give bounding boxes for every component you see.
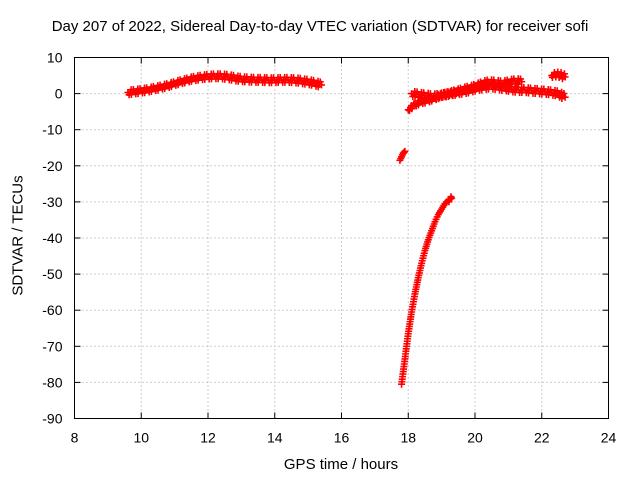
data-points — [124, 68, 569, 388]
chart-title: Day 207 of 2022, Sidereal Day-to-day VTE… — [51, 18, 589, 35]
data-point — [401, 147, 409, 155]
y-axis-label: SDTVAR / TECUs — [9, 175, 27, 296]
data-point — [448, 194, 456, 202]
x-tick-label: 24 — [601, 430, 617, 446]
y-tick-label: 10 — [47, 50, 63, 66]
y-tick-label: -80 — [42, 374, 62, 390]
x-axis-label: GPS time / hours — [283, 456, 399, 473]
x-tick-label: 10 — [133, 430, 149, 446]
x-tick-label: 8 — [71, 430, 79, 446]
data-point — [167, 83, 175, 91]
x-tick-label: 12 — [200, 430, 216, 446]
y-tick-label: -90 — [42, 411, 62, 427]
data-point — [400, 148, 408, 156]
axis-ticks: 8 10 12 14 16 18 20 22 24 10 0 -10 -20 -30 -40 -50 -60 -7… — [42, 50, 616, 446]
data-point — [434, 95, 442, 103]
y-tick-label: -60 — [42, 302, 62, 318]
data-point — [558, 95, 566, 103]
data-point — [474, 83, 482, 91]
data-point — [518, 78, 526, 86]
y-tick-label: -20 — [42, 158, 62, 174]
data-point — [317, 81, 325, 89]
x-tick-label: 20 — [467, 430, 483, 446]
data-point — [561, 73, 569, 81]
data-point — [414, 101, 422, 109]
y-tick-label: -70 — [42, 338, 62, 354]
x-tick-label: 14 — [267, 430, 283, 446]
data-point — [560, 90, 568, 98]
x-tick-label: 16 — [334, 430, 350, 446]
y-tick-label: -30 — [42, 194, 62, 210]
y-tick-label: -10 — [42, 122, 62, 138]
y-tick-label: -40 — [42, 230, 62, 246]
y-tick-label: -50 — [42, 266, 62, 282]
data-point — [428, 97, 436, 105]
x-tick-label: 22 — [534, 430, 550, 446]
x-tick-label: 18 — [400, 430, 416, 446]
data-point — [561, 93, 569, 101]
data-point — [408, 105, 416, 113]
y-tick-label: 0 — [55, 86, 63, 102]
grid-lines — [74, 57, 609, 419]
